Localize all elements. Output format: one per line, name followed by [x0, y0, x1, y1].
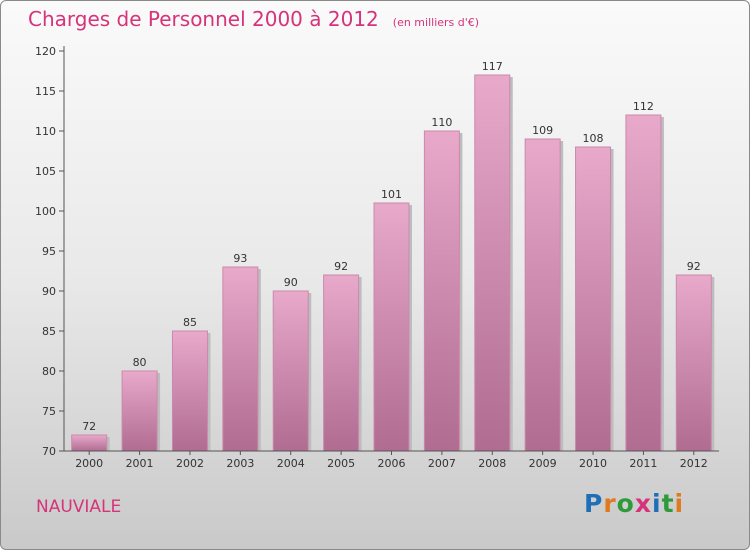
commune-name: NAUVIALE [36, 497, 122, 517]
bar [373, 202, 410, 452]
y-tick-label: 85 [42, 325, 56, 338]
bar [675, 274, 712, 452]
y-tick-label: 95 [42, 245, 56, 258]
value-label: 117 [482, 60, 503, 73]
value-label: 72 [82, 420, 96, 433]
value-label: 80 [133, 356, 147, 369]
value-label: 112 [633, 100, 654, 113]
x-tick-label: 2001 [126, 457, 154, 470]
y-tick-label: 115 [35, 85, 56, 98]
y-tick-label: 70 [42, 445, 56, 458]
logo-letter: i [674, 489, 685, 518]
x-tick-label: 2010 [579, 457, 607, 470]
value-label: 110 [431, 116, 452, 129]
bar [575, 146, 612, 452]
chart-title: Charges de Personnel 2000 à 2012 (en mill… [28, 7, 479, 31]
x-tick-label: 2006 [378, 457, 406, 470]
logo-letter: i [652, 489, 662, 518]
y-tick-label: 80 [42, 365, 56, 378]
value-label: 101 [381, 188, 402, 201]
bar [272, 290, 309, 452]
chart-title-main: Charges de Personnel 2000 à 2012 [28, 7, 379, 31]
value-label: 108 [583, 132, 604, 145]
value-label: 85 [183, 316, 197, 329]
y-tick-label: 75 [42, 405, 56, 418]
bar [323, 274, 360, 452]
value-label: 92 [687, 260, 701, 273]
x-tick-label: 2008 [478, 457, 506, 470]
x-tick-label: 2007 [428, 457, 456, 470]
value-label: 90 [284, 276, 298, 289]
x-tick-label: 2002 [176, 457, 204, 470]
y-tick-label: 110 [35, 125, 56, 138]
bar [121, 370, 158, 452]
x-tick-label: 2011 [629, 457, 657, 470]
bar [171, 330, 208, 452]
x-tick-label: 2000 [75, 457, 103, 470]
bar [524, 138, 561, 452]
bar [71, 434, 108, 452]
logo-letter: o [616, 489, 635, 518]
value-label: 109 [532, 124, 553, 137]
y-tick-label: 105 [35, 165, 56, 178]
y-tick-label: 120 [35, 45, 56, 58]
x-tick-label: 2005 [327, 457, 355, 470]
x-tick-label: 2004 [277, 457, 305, 470]
logo-letter: t [661, 489, 675, 518]
chart-subtitle: (en milliers d'€) [392, 16, 480, 29]
y-tick-label: 90 [42, 285, 56, 298]
x-tick-label: 2003 [226, 457, 254, 470]
logo-letter: r [603, 489, 617, 518]
logo-letter: P [584, 489, 604, 518]
proxiti-logo: Proxiti [584, 489, 684, 518]
x-tick-label: 2012 [680, 457, 708, 470]
value-label: 92 [334, 260, 348, 273]
bar [474, 74, 511, 452]
y-tick-label: 100 [35, 205, 56, 218]
bar [625, 114, 662, 452]
bar [423, 130, 460, 452]
value-label: 93 [233, 252, 247, 265]
bar [222, 266, 259, 452]
x-tick-label: 2009 [529, 457, 557, 470]
logo-letter: x [634, 489, 652, 518]
